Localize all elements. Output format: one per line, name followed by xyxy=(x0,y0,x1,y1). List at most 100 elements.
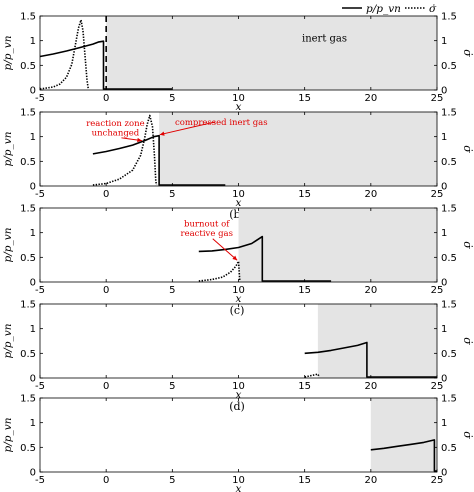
y2-axis-label: σ̇ xyxy=(461,145,474,153)
y2-tick-label: 1.5 xyxy=(441,394,457,405)
y-tick-label: 0 xyxy=(30,278,36,289)
x-tick-label: 15 xyxy=(298,93,311,104)
region-label: inert gas xyxy=(302,34,347,45)
y-axis-label: p/p_vn xyxy=(2,323,14,358)
y-tick-label: 1 xyxy=(30,132,36,143)
inert-gas-region xyxy=(238,208,437,282)
y2-tick-label: 0 xyxy=(441,468,447,479)
legend: p/p_vn σ̇ xyxy=(342,2,437,15)
y2-tick-label: 1 xyxy=(441,324,447,335)
x-tick-label: 20 xyxy=(364,285,377,296)
y-tick-label: 0 xyxy=(30,374,36,385)
x-tick-label: -5 xyxy=(35,189,45,200)
y-tick-label: 0 xyxy=(30,86,36,97)
annotation-line: reaction zone xyxy=(86,119,144,129)
y2-tick-label: 1.5 xyxy=(441,204,457,215)
annotation-arrow xyxy=(212,238,238,261)
annotation-1: reaction zone unchanged xyxy=(86,119,145,143)
x-tick-label: 0 xyxy=(103,189,109,200)
y2-tick-label: 0 xyxy=(441,86,447,97)
x-tick-label: 5 xyxy=(169,285,175,296)
panel-3: -5 0 5 10 15 20 250 00.5 0.51 11.5 1.5xp/p_vn σ̇(c)… xyxy=(2,204,474,318)
y-tick-label: 1.5 xyxy=(20,300,36,311)
x-tick-label: 10 xyxy=(232,475,245,486)
y-tick-label: 0 xyxy=(30,182,36,193)
series-sigma-dot xyxy=(304,373,320,378)
x-tick-label: 25 xyxy=(431,285,444,296)
panel-4: -5 0 5 10 15 20 250 00.5 0.51 11.5 1.5xp/p_vn σ̇(d) xyxy=(2,300,474,414)
annotation-text: burnout of reactive gas xyxy=(181,220,233,240)
x-axis-label: x xyxy=(236,101,242,113)
x-tick-label: 10 xyxy=(232,189,245,200)
annotation-line: unchanged xyxy=(92,128,140,138)
x-axis-label: x xyxy=(236,197,242,209)
y2-tick-label: 1 xyxy=(441,228,447,239)
x-tick-label: 15 xyxy=(298,189,311,200)
x-tick-label: 15 xyxy=(298,285,311,296)
x-tick-label: -5 xyxy=(35,381,45,392)
y-tick-label: 0.5 xyxy=(20,349,36,360)
x-tick-label: 25 xyxy=(431,381,444,392)
annotation-text: reaction zone unchanged xyxy=(86,119,144,138)
x-tick-label: -5 xyxy=(35,475,45,486)
annotation-text: compressed inert gas xyxy=(175,118,268,128)
y-axis-label: p/p_vn xyxy=(2,227,14,262)
series-pressure xyxy=(304,341,437,378)
x-tick-label: 15 xyxy=(298,475,311,486)
x-tick-label: -5 xyxy=(35,285,45,296)
y2-tick-label: 1 xyxy=(441,36,447,47)
x-tick-label: 5 xyxy=(169,189,175,200)
y2-axis-label: σ̇ xyxy=(461,337,474,345)
annotation-line: burnout of xyxy=(184,220,230,230)
legend-label-sigma: σ̇ xyxy=(429,2,437,15)
x-axis-label: x xyxy=(236,483,242,492)
y2-tick-label: 1.5 xyxy=(441,12,457,23)
panel-1: inert gas-5 0 5 10 15 20 250 00.5 0.51 11.5 1.5xp/… xyxy=(2,12,474,126)
y2-tick-label: 0.5 xyxy=(441,253,457,264)
y-tick-label: 1.5 xyxy=(20,204,36,215)
y2-tick-label: 0.5 xyxy=(441,349,457,360)
x-tick-label: 0 xyxy=(103,475,109,486)
annotation-line: compressed inert gas xyxy=(175,118,268,128)
x-tick-label: 20 xyxy=(364,381,377,392)
x-tick-label: 15 xyxy=(298,381,311,392)
x-tick-label: 5 xyxy=(169,93,175,104)
y2-tick-label: 0.5 xyxy=(441,157,457,168)
series-sigma-dot xyxy=(92,114,158,186)
series-pressure xyxy=(39,40,173,90)
x-tick-label: 10 xyxy=(232,285,245,296)
y2-tick-label: 1.5 xyxy=(441,108,457,119)
x-tick-label: 20 xyxy=(364,189,377,200)
x-tick-label: 10 xyxy=(232,93,245,104)
y-tick-label: 1.5 xyxy=(20,394,36,405)
legend-label-p: p/p_vn xyxy=(366,3,401,15)
y-tick-label: 1.5 xyxy=(20,12,36,23)
x-tick-label: 0 xyxy=(103,381,109,392)
x-tick-label: 20 xyxy=(364,475,377,486)
y2-tick-label: 0 xyxy=(441,374,447,385)
annotation-2: compressed inert gas xyxy=(159,118,268,136)
annotation-1: burnout of reactive gas xyxy=(181,220,238,261)
x-tick-label: 5 xyxy=(169,381,175,392)
panel-2: -5 0 5 10 15 20 250 00.5 0.51 11.5 1.5xp/p_vn σ̇(b)… xyxy=(2,108,474,222)
y2-axis-label: σ̇ xyxy=(461,241,474,249)
x-tick-label: 20 xyxy=(364,93,377,104)
y-tick-label: 0.5 xyxy=(20,443,36,454)
x-tick-label: 0 xyxy=(103,285,109,296)
y-axis-label: p/p_vn xyxy=(2,131,14,166)
x-axis-label: x xyxy=(236,389,242,401)
series-pressure xyxy=(370,439,437,472)
panel-label: (c) xyxy=(230,304,245,317)
y-tick-label: 0 xyxy=(30,468,36,479)
x-tick-label: 25 xyxy=(431,189,444,200)
annotation-arrowhead xyxy=(159,131,165,136)
series-pressure xyxy=(92,134,226,186)
annotation-line: reactive gas xyxy=(181,229,233,239)
y-tick-label: 1.5 xyxy=(20,108,36,119)
inert-gas-region xyxy=(106,16,438,90)
x-tick-label: 5 xyxy=(169,475,175,486)
y2-tick-label: 0.5 xyxy=(441,443,457,454)
series-pressure xyxy=(198,235,332,282)
